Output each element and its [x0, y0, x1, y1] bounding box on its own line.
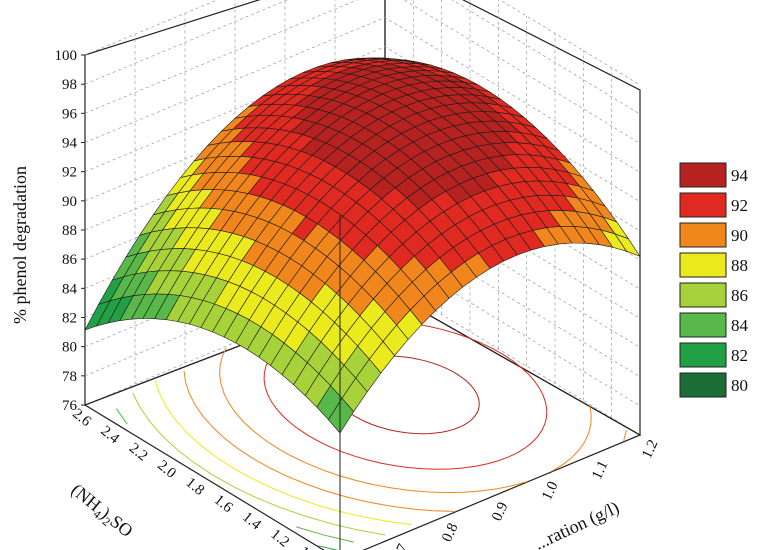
x-tick-label: 1.2 [268, 526, 293, 550]
legend-swatch [679, 282, 727, 308]
wall-gridline [84, 17, 641, 173]
z-tick-label: 76 [62, 398, 78, 414]
x-tick-label: 1.8 [183, 475, 208, 499]
z-axis-ticks: 100 98 96 94 92 90 88 86 84 82 80 78 76 [55, 48, 85, 414]
response-surface [84, 57, 641, 434]
legend-label: 86 [731, 286, 748, 305]
x-axis-ticks: 2.62.42.22.01.81.61.41.21.0 [69, 406, 320, 550]
floor-contour [132, 392, 386, 536]
floor-contour [115, 408, 354, 543]
legend: 94 92 90 88 86 84 82 80 [679, 162, 749, 398]
y-tick-label: 1.1 [589, 458, 611, 482]
floor-contour [154, 380, 412, 526]
z-tick-label: 90 [62, 194, 77, 210]
legend-swatch [679, 312, 727, 338]
x-tick-label: 1.6 [211, 492, 236, 517]
z-tick-label: 96 [62, 106, 78, 122]
legend-swatch [679, 342, 727, 368]
legend-label: 84 [731, 316, 749, 335]
z-tick-label: 92 [62, 165, 77, 181]
legend-label: 82 [731, 346, 748, 365]
z-tick-label: 88 [62, 223, 77, 239]
x-tick-label: 2.2 [126, 440, 151, 464]
z-tick-label: 82 [62, 311, 77, 327]
y-axis-title: ...ration (g/l) [531, 497, 622, 550]
wall-gridline [84, 0, 641, 86]
y-tick-label: 0.9 [489, 500, 511, 524]
legend-swatch [679, 222, 727, 248]
z-tick-label: 86 [62, 252, 78, 268]
z-tick-label: 78 [62, 369, 77, 385]
surface-cell [328, 397, 354, 434]
y-tick-label: 0.7 [389, 541, 412, 550]
x-tick-label: 1.0 [296, 544, 321, 550]
legend-label: 94 [731, 166, 749, 185]
y-tick-label: 0.8 [439, 521, 461, 545]
x-tick-label: 1.4 [239, 509, 264, 534]
wall-gridline [84, 0, 641, 144]
legend-label: 92 [731, 196, 748, 215]
y-tick-label: 1.2 [639, 437, 661, 461]
legend-swatch [679, 192, 727, 218]
floor-contour [263, 319, 548, 470]
z-tick-label: 80 [62, 340, 77, 356]
z-tick-label: 100 [55, 48, 78, 64]
z-tick-label: 94 [62, 136, 78, 152]
x-tick-label: 2.4 [98, 423, 123, 448]
legend-swatch [679, 252, 727, 278]
legend-swatch [679, 162, 727, 188]
x-axis-title: (NH4)2SO [66, 480, 137, 544]
z-tick-label: 84 [62, 281, 78, 297]
z-tick-label: 98 [62, 77, 77, 93]
legend-label: 90 [731, 226, 748, 245]
legend-label: 80 [731, 376, 748, 395]
x-tick-label: 2.0 [154, 457, 179, 481]
legend-swatch [679, 372, 727, 398]
z-axis-title: % phenol degradation [10, 166, 30, 324]
y-axis-ticks: 0.7 0.8 0.9 1.0 1.1 1.2 [389, 437, 661, 550]
floor-contour [183, 370, 627, 512]
y-tick-label: 1.0 [539, 479, 561, 503]
legend-label: 88 [731, 256, 748, 275]
